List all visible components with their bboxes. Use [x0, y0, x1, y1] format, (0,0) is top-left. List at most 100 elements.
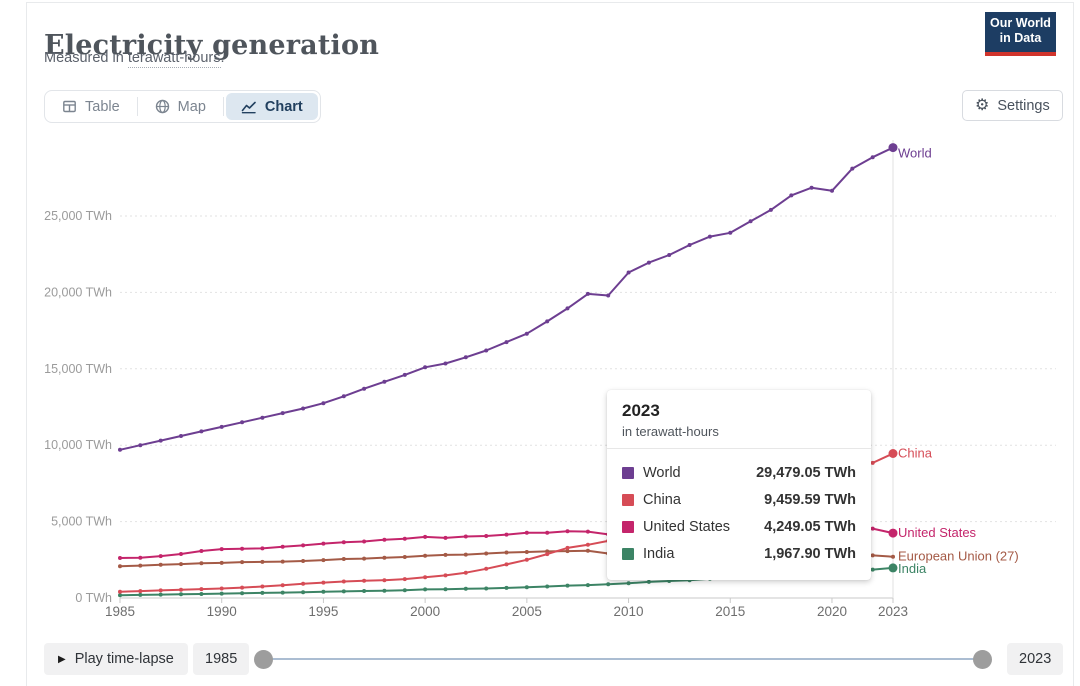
tab-chart[interactable]: Chart	[225, 93, 318, 120]
data-point	[870, 155, 875, 160]
data-point	[870, 526, 875, 531]
data-point	[199, 561, 204, 566]
tooltip-row-india: India 1,967.90 TWh	[622, 540, 856, 567]
data-point	[585, 291, 590, 296]
data-point	[402, 372, 407, 377]
series-end-label[interactable]: European Union (27)	[898, 549, 1019, 564]
line-chart-icon	[241, 100, 257, 114]
table-icon	[62, 99, 77, 114]
hover-tooltip: 2023 in terawatt-hours World 29,479.05 T…	[607, 390, 871, 580]
data-point	[484, 348, 489, 353]
data-point	[504, 532, 509, 537]
y-axis-tick-label: 10,000 TWh	[44, 438, 112, 452]
y-axis-tick-label: 20,000 TWh	[44, 285, 112, 299]
data-point	[280, 590, 285, 595]
data-point	[728, 230, 733, 235]
data-point	[768, 207, 773, 212]
slider-handle-end[interactable]	[972, 649, 992, 669]
subtitle-unit-link[interactable]: terawatt-hours	[127, 50, 221, 68]
series-world[interactable]: World	[118, 143, 932, 452]
data-point	[321, 589, 326, 594]
data-point	[463, 355, 468, 360]
tooltip-unit: in terawatt-hours	[622, 424, 719, 439]
data-point	[565, 545, 570, 550]
data-point	[341, 557, 346, 561]
y-axis-tick-label: 0 TWh	[75, 591, 112, 605]
data-point	[402, 536, 407, 541]
data-point	[402, 588, 407, 593]
data-point	[179, 552, 183, 556]
data-point	[565, 583, 570, 588]
x-axis-tick-label: 2023	[878, 604, 908, 619]
data-point	[362, 589, 367, 593]
data-point	[463, 552, 468, 557]
data-point	[362, 386, 367, 391]
series-european-union-27-[interactable]: European Union (27)	[118, 549, 1019, 569]
data-point	[626, 270, 631, 275]
data-point	[830, 188, 834, 193]
slider-handle-start[interactable]	[253, 649, 273, 669]
data-point	[158, 592, 163, 597]
data-point	[240, 585, 245, 590]
data-point	[524, 550, 529, 554]
data-point	[321, 541, 326, 546]
data-point	[524, 331, 529, 336]
data-point	[382, 578, 387, 583]
data-point	[524, 530, 529, 535]
data-point	[484, 566, 489, 571]
data-point	[504, 585, 509, 590]
series-end-label[interactable]: China	[898, 446, 933, 461]
data-point	[260, 546, 265, 551]
owid-logo[interactable]: Our World in Data	[985, 12, 1056, 56]
data-point	[382, 555, 387, 560]
data-point	[463, 570, 468, 575]
play-icon: ▶	[58, 653, 66, 665]
data-point	[341, 589, 346, 594]
data-point	[118, 447, 122, 452]
data-point	[301, 406, 306, 411]
data-point	[280, 411, 285, 416]
data-point	[341, 540, 346, 545]
timeline-slider[interactable]	[253, 643, 993, 675]
data-point	[260, 584, 265, 589]
slider-track[interactable]	[263, 658, 982, 660]
data-point	[402, 577, 407, 582]
data-point	[158, 562, 163, 567]
tab-divider	[136, 97, 138, 116]
data-point	[138, 589, 143, 594]
data-point	[341, 394, 346, 399]
tooltip-year: 2023	[622, 401, 660, 420]
data-point	[463, 586, 468, 591]
tab-table-label: Table	[85, 98, 120, 115]
data-point	[524, 557, 529, 562]
settings-button[interactable]: ⚙ Settings	[962, 90, 1063, 121]
data-point	[321, 401, 326, 406]
data-point	[158, 554, 163, 559]
data-point	[524, 585, 529, 590]
series-end-label[interactable]: United States	[898, 525, 977, 540]
y-axis-tick-label: 15,000 TWh	[44, 362, 112, 376]
tab-map[interactable]: Map	[138, 91, 223, 122]
tooltip-value: 29,479.05 TWh	[756, 464, 856, 481]
x-axis-tick-label: 2000	[410, 604, 440, 619]
play-timelapse-button[interactable]: ▶ Play time-lapse	[44, 643, 188, 675]
data-point	[850, 166, 855, 171]
series-end-label[interactable]: India	[898, 561, 927, 576]
data-point	[443, 573, 448, 578]
data-point	[179, 434, 183, 438]
data-point	[118, 593, 122, 598]
tab-table[interactable]: Table	[45, 91, 137, 122]
data-point	[219, 591, 224, 596]
series-end-label[interactable]: World	[898, 146, 932, 161]
timeline-end-year[interactable]: 2023	[1007, 643, 1064, 675]
data-point	[423, 534, 428, 539]
data-point	[199, 549, 204, 553]
data-point	[504, 562, 509, 567]
timeline-start-year[interactable]: 1985	[193, 643, 250, 675]
y-axis-tick-label: 5,000 TWh	[51, 515, 112, 529]
data-point	[870, 460, 875, 465]
data-point	[362, 539, 367, 544]
data-point	[341, 579, 346, 584]
data-point	[870, 567, 875, 572]
